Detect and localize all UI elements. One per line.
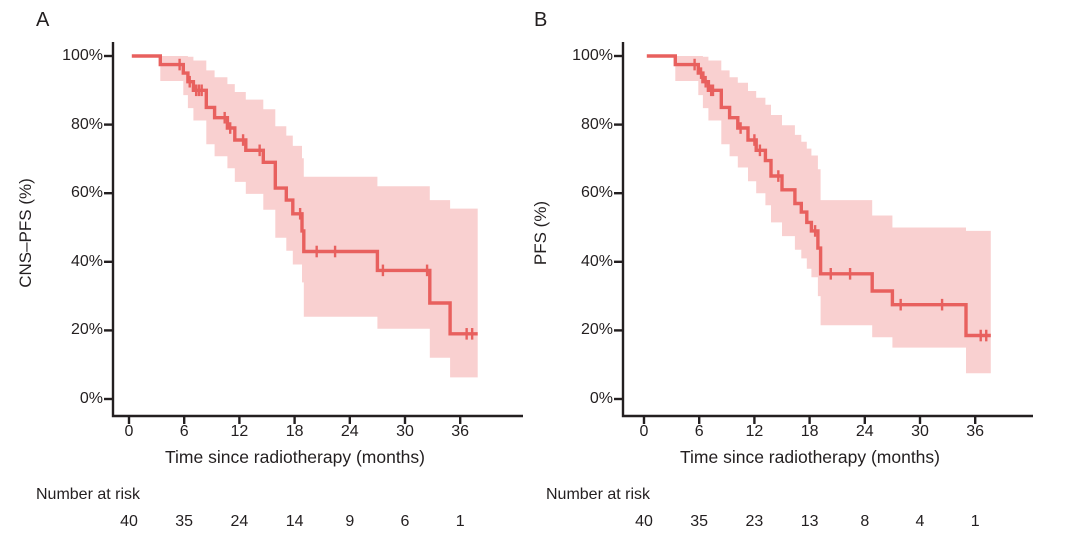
panel-a-x-axis-title: Time since radiotherapy (months) [164,447,425,467]
risk-count: 23 [745,513,764,530]
y-tick-label: 80% [70,115,103,133]
panel-b-y-axis-title: PFS (%) [531,200,550,266]
risk-count: 35 [690,513,709,530]
survival-curve [646,54,991,338]
y-tick-label: 80% [580,115,613,133]
x-tick-label: 12 [745,423,764,440]
x-tick-label: 36 [966,423,985,440]
y-tick-label: 20% [580,321,613,339]
x-tick-label: 36 [451,423,470,440]
y-tick-label: 60% [580,184,613,202]
x-tick-label: 30 [396,423,414,440]
risk-count: 6 [400,513,410,530]
panel-b-plot [614,42,1033,424]
x-tick-label: 24 [855,423,874,440]
y-tick-label: 0% [589,390,613,407]
x-tick-label: 12 [230,423,249,440]
risk-count: 4 [915,513,925,530]
risk-count: 24 [230,513,249,530]
y-tick-label: 20% [70,321,103,339]
censor-marks [693,58,988,342]
risk-count: 13 [800,513,819,530]
y-tick-label: 0% [79,390,103,407]
x-tick-label: 18 [800,423,819,440]
axes [614,42,1033,424]
y-tick-label: 100% [62,47,103,64]
risk-count: 1 [455,513,465,530]
panel-b-risk-table-label: Number at risk [546,486,651,503]
y-tick-label: 60% [70,184,103,202]
censor-marks [178,58,474,340]
y-tick-label: 100% [572,47,613,64]
x-tick-label: 6 [179,423,189,440]
panel-a-plot [104,42,523,424]
x-tick-label: 24 [340,423,359,440]
y-tick-label: 40% [70,252,103,270]
panel-a-label: A [36,9,50,31]
panel-b-label: B [534,9,548,31]
axes [104,42,523,424]
risk-count: 40 [635,513,653,530]
x-tick-label: 30 [911,423,929,440]
risk-count: 9 [345,513,355,530]
x-tick-label: 0 [639,423,649,440]
risk-count: 8 [860,513,870,530]
x-tick-label: 0 [124,423,134,440]
panel-a-y-axis-title: CNS–PFS (%) [16,178,35,288]
risk-count: 14 [285,513,304,530]
risk-count: 35 [175,513,194,530]
confidence-band [160,56,478,378]
risk-count: 40 [120,513,138,530]
x-tick-label: 18 [285,423,304,440]
x-tick-label: 6 [694,423,704,440]
risk-count: 1 [970,513,980,530]
y-tick-label: 40% [580,252,613,270]
panel-b-x-axis-title: Time since radiotherapy (months) [679,447,940,467]
panel-a-risk-table-label: Number at risk [36,486,141,503]
